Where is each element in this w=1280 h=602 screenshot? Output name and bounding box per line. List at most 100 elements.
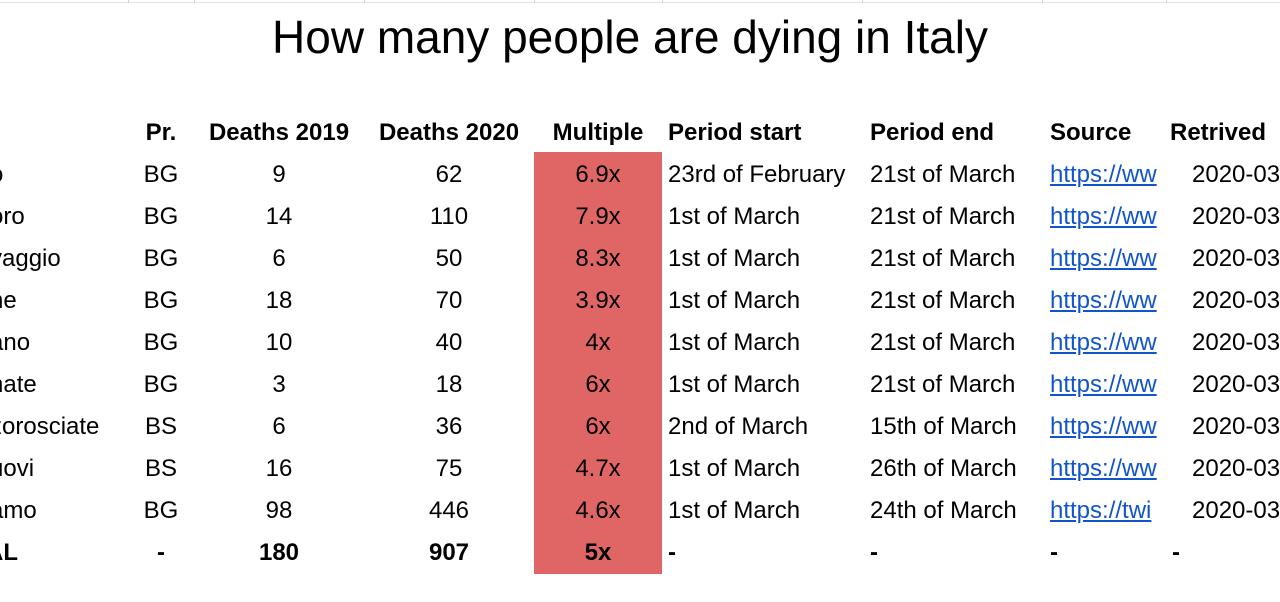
header-period-start[interactable]: Period start	[668, 119, 802, 146]
retrieved-cell[interactable]: 2020-03	[1192, 329, 1280, 356]
multiple-cell[interactable]: 4.7x	[575, 455, 621, 482]
total-retrieved-cell[interactable]: -	[1172, 539, 1180, 566]
multiple-cell[interactable]: 7.9x	[575, 203, 621, 230]
multiple-cell[interactable]: 3.9x	[575, 287, 621, 314]
deaths-2019-cell[interactable]: 16	[265, 455, 293, 482]
sheet-title[interactable]: How many people are dying in Italy	[272, 11, 988, 63]
source-cell[interactable]: https://ww	[1050, 413, 1157, 440]
province-cell[interactable]: BG	[143, 329, 179, 356]
comune-cell[interactable]: oro	[0, 203, 25, 230]
source-cell[interactable]: https://ww	[1050, 161, 1157, 188]
period-end-cell[interactable]: 26th of March	[870, 455, 1017, 482]
deaths-2019-cell[interactable]: 10	[265, 329, 293, 356]
header-source[interactable]: Source	[1050, 119, 1132, 146]
deaths-2019-cell[interactable]: 18	[265, 287, 293, 314]
deaths-2020-cell[interactable]: 18	[435, 371, 463, 398]
retrieved-cell[interactable]: 2020-03	[1192, 161, 1280, 188]
comune-cell[interactable]: uovi	[0, 455, 35, 482]
deaths-2020-cell[interactable]: 62	[435, 161, 463, 188]
multiple-cell[interactable]: 6.9x	[575, 161, 621, 188]
period-end-cell[interactable]: 21st of March	[870, 371, 1016, 398]
source-cell[interactable]: https://ww	[1050, 371, 1157, 398]
province-cell[interactable]: BS	[144, 413, 177, 440]
deaths-2020-cell[interactable]: 36	[435, 413, 463, 440]
province-cell[interactable]: BG	[143, 371, 179, 398]
period-end-cell[interactable]: 21st of March	[870, 287, 1016, 314]
deaths-2019-cell[interactable]: 14	[265, 203, 293, 230]
total-province-cell[interactable]: -	[157, 539, 165, 566]
comune-cell[interactable]: vaggio	[0, 245, 61, 272]
province-cell[interactable]: BG	[143, 161, 179, 188]
multiple-cell[interactable]: 6x	[585, 371, 611, 398]
deaths-2019-cell[interactable]: 6	[272, 413, 286, 440]
deaths-2019-cell[interactable]: 9	[272, 161, 286, 188]
retrieved-cell[interactable]: 2020-03	[1192, 497, 1280, 524]
comune-cell[interactable]: zorosciate	[0, 413, 100, 440]
retrieved-cell[interactable]: 2020-03	[1192, 413, 1280, 440]
period-start-cell[interactable]: 1st of March	[668, 371, 801, 398]
period-start-cell[interactable]: 1st of March	[668, 203, 801, 230]
period-start-cell[interactable]: 23rd of February	[668, 161, 846, 188]
comune-cell[interactable]: ano	[0, 329, 31, 356]
deaths-2020-cell[interactable]: 446	[428, 497, 470, 524]
source-cell[interactable]: https://ww	[1050, 455, 1157, 482]
multiple-cell[interactable]: 8.3x	[575, 245, 621, 272]
deaths-2020-cell[interactable]: 75	[435, 455, 463, 482]
province-cell[interactable]: BG	[143, 497, 179, 524]
comune-cell[interactable]: amo	[0, 497, 37, 524]
header-comune[interactable]	[0, 112, 128, 154]
source-cell[interactable]: https://twi	[1050, 497, 1152, 524]
source-cell[interactable]: https://ww	[1050, 329, 1157, 356]
multiple-cell[interactable]: 4.6x	[575, 497, 621, 524]
deaths-2020-cell[interactable]: 70	[435, 287, 463, 314]
header-province[interactable]: Pr.	[145, 119, 177, 146]
source-cell[interactable]: https://ww	[1050, 203, 1157, 230]
retrieved-cell[interactable]: 2020-03	[1192, 371, 1280, 398]
period-start-cell[interactable]: 1st of March	[668, 287, 801, 314]
province-cell[interactable]: BG	[143, 203, 179, 230]
period-end-cell[interactable]: 21st of March	[870, 245, 1016, 272]
total-comune-cell[interactable]: AL	[0, 539, 18, 566]
province-cell[interactable]: BG	[143, 287, 179, 314]
deaths-2020-cell[interactable]: 40	[435, 329, 463, 356]
period-end-cell[interactable]: 24th of March	[870, 497, 1017, 524]
deaths-2020-cell[interactable]: 110	[429, 203, 469, 230]
period-start-cell[interactable]: 1st of March	[668, 497, 801, 524]
retrieved-cell[interactable]: 2020-03	[1192, 245, 1280, 272]
period-end-cell[interactable]: 21st of March	[870, 329, 1016, 356]
header-multiple[interactable]: Multiple	[552, 119, 644, 146]
retrieved-cell[interactable]: 2020-03	[1192, 287, 1280, 314]
multiple-cell[interactable]: 6x	[585, 413, 611, 440]
comune-cell[interactable]: nate	[0, 371, 37, 398]
period-start-cell[interactable]: 2nd of March	[668, 413, 809, 440]
deaths-2019-cell[interactable]: 6	[272, 245, 286, 272]
comune-cell[interactable]: o	[0, 154, 128, 196]
retrieved-cell[interactable]: 2020-03	[1192, 455, 1280, 482]
period-end-cell[interactable]: 15th of March	[870, 413, 1017, 440]
period-end-cell[interactable]: 21st of March	[870, 161, 1016, 188]
total-deaths-2019-cell[interactable]: 180	[258, 539, 300, 566]
period-start-cell[interactable]: 1st of March	[668, 455, 801, 482]
period-start-cell[interactable]: 1st of March	[668, 245, 801, 272]
deaths-2019-cell[interactable]: 98	[265, 497, 293, 524]
total-source-cell[interactable]: -	[1050, 539, 1058, 566]
total-period-end-cell[interactable]: -	[870, 539, 878, 566]
retrieved-cell[interactable]: 2020-03	[1192, 203, 1280, 230]
deaths-2019-cell[interactable]: 3	[272, 371, 286, 398]
header-retrieved[interactable]: Retrived	[1170, 119, 1267, 146]
header-period-end[interactable]: Period end	[870, 119, 995, 146]
deaths-2020-cell[interactable]: 50	[435, 245, 463, 272]
header-deaths-2020[interactable]: Deaths 2020	[378, 119, 520, 146]
total-period-start-cell[interactable]: -	[668, 539, 676, 566]
total-multiple-cell[interactable]: 5x	[584, 539, 612, 566]
header-deaths-2019[interactable]: Deaths 2019	[208, 119, 350, 146]
source-cell[interactable]: https://ww	[1050, 287, 1157, 314]
period-start-cell[interactable]: 1st of March	[668, 329, 801, 356]
province-cell[interactable]: BG	[143, 245, 179, 272]
period-end-cell[interactable]: 21st of March	[870, 203, 1016, 230]
source-cell[interactable]: https://ww	[1050, 245, 1157, 272]
multiple-cell[interactable]: 4x	[585, 329, 611, 356]
total-deaths-2020-cell[interactable]: 907	[428, 539, 470, 566]
province-cell[interactable]: BS	[144, 455, 177, 482]
comune-cell[interactable]: ne	[0, 287, 17, 314]
